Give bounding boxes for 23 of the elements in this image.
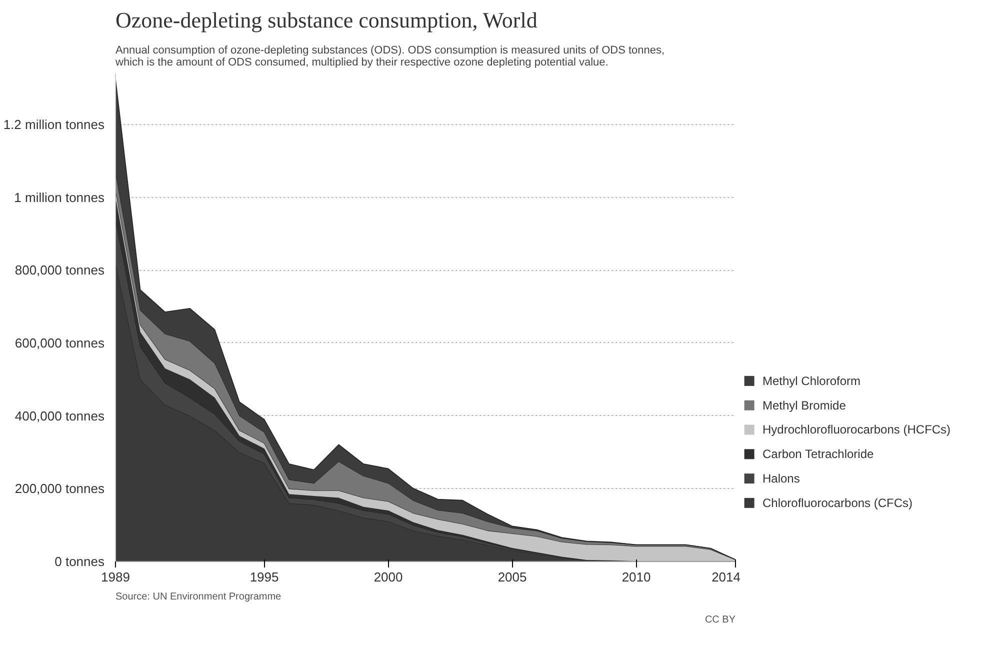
legend-label: Halons [762,472,800,486]
text: CC BY [704,614,736,626]
y-tick-label: 600,000 tonnes [14,335,105,350]
y-tick-label: 200,000 tonnes [14,481,105,496]
x-tick-label: 2000 [374,570,403,584]
legend-label: Hydrochlorofluorocarbons (HCFCs) [762,422,951,437]
y-tick-label: 800,000 tonnes [14,262,105,278]
y-tick-label: 1.2 million tonnes [3,116,105,132]
chart-subtitle: Annual consumption of ozone-depleting substances (ODS). ODS consumption is measured units of ODS tonnes, which is the amount of ODS consumed, multiplied by their respective ozone depleting potential value. [114,44,665,68]
legend-label: Methyl Bromide [762,398,846,412]
chart-title: Ozone-depleting substance consumption, World [116,8,538,32]
x-tick-label: 2014 [712,570,740,584]
legend-label: Carbon Tetrachloride [762,447,874,462]
x-tick-label: 2010 [622,570,651,584]
x-tick-label: 2005 [498,570,527,584]
x-tick-label: 1995 [250,570,279,584]
y-tick-label: 1 million tonnes [14,190,105,205]
x-tick-label: 1989 [101,570,130,584]
legend-label: Chlorofluorocarbons (CFCs) [762,496,913,510]
legend-label: Methyl Chloroform [762,374,861,388]
y-tick-label: 0 tonnes [54,554,105,569]
y-tick-label: 400,000 tonnes [14,408,105,424]
source-note: Source: UN Environment Programme [116,592,282,602]
